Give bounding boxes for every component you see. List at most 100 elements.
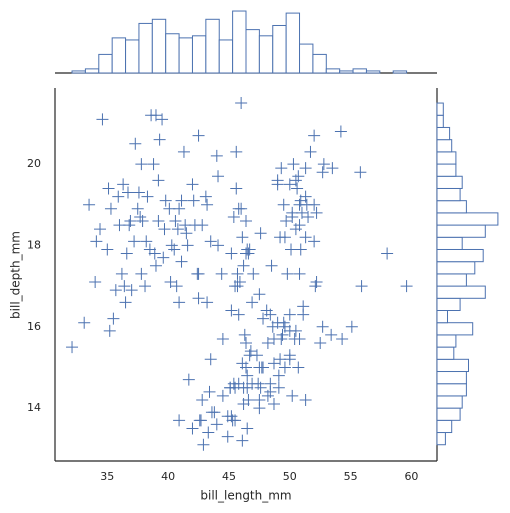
scatter-point xyxy=(230,182,243,195)
scatter-point xyxy=(275,162,288,175)
scatter-point xyxy=(236,231,249,244)
scatter-point xyxy=(112,190,125,203)
scatter-point xyxy=(221,430,234,443)
scatter-point xyxy=(277,198,290,211)
scatter-point xyxy=(355,280,368,293)
scatter-point xyxy=(124,215,137,228)
histogram-bar xyxy=(436,432,446,446)
scatter-point xyxy=(240,361,252,374)
scatter-point xyxy=(158,223,171,236)
scatter-point xyxy=(107,312,120,325)
scatter-point xyxy=(336,332,349,345)
scatter-point xyxy=(240,337,252,350)
scatter-point xyxy=(187,194,200,207)
histogram-bar xyxy=(436,248,484,263)
scatter-point xyxy=(96,113,109,126)
scatter-point xyxy=(153,133,166,146)
scatter-point xyxy=(304,145,317,158)
scatter-point xyxy=(120,247,133,260)
scatter-point xyxy=(283,308,296,321)
scatter-point xyxy=(197,438,210,451)
scatter-point xyxy=(293,198,306,211)
scatter-point xyxy=(334,125,347,138)
scatter-point xyxy=(246,296,259,309)
scatter-point xyxy=(194,414,207,427)
scatter-point xyxy=(141,190,154,203)
scatter-point xyxy=(254,227,267,240)
scatter-point xyxy=(237,398,250,411)
histogram-bar xyxy=(436,297,461,311)
scatter-point xyxy=(177,145,190,158)
scatter-point xyxy=(280,215,293,228)
scatter-point xyxy=(201,198,214,211)
histogram-bar xyxy=(365,70,381,74)
histogram-bar xyxy=(436,114,444,128)
scatter-point xyxy=(381,247,394,260)
scatter-point xyxy=(267,332,280,345)
scatter-point xyxy=(115,267,128,280)
scatter-point xyxy=(230,145,243,158)
scatter-point xyxy=(288,332,301,345)
scatter-point xyxy=(186,178,199,191)
scatter-point xyxy=(134,210,147,223)
y-tick-label: 16 xyxy=(27,320,41,333)
scatter-point xyxy=(104,202,117,215)
scatter-point xyxy=(293,267,306,280)
scatter-point xyxy=(253,361,266,374)
scatter-point xyxy=(135,158,148,171)
x-tick-label: 40 xyxy=(161,470,175,483)
x-tick-label: 55 xyxy=(344,470,358,483)
scatter-point xyxy=(241,422,254,435)
scatter-point xyxy=(192,129,205,142)
histogram-bar xyxy=(245,29,260,74)
scatter-point xyxy=(283,324,296,337)
histogram-bar xyxy=(436,419,453,434)
scatter-point xyxy=(299,162,312,175)
scatter-point xyxy=(261,337,274,350)
scatter-point xyxy=(125,284,138,297)
scatter-point xyxy=(286,210,299,223)
x-tick-label: 50 xyxy=(283,470,297,483)
scatter-point xyxy=(277,316,290,329)
histogram-bar xyxy=(436,200,467,214)
scatter-point xyxy=(119,296,132,309)
scatter-point xyxy=(175,194,188,207)
histogram-bar xyxy=(138,22,153,74)
scatter-point xyxy=(286,389,299,402)
histogram-bar xyxy=(178,37,193,74)
histogram-bar xyxy=(232,10,247,74)
scatter-point xyxy=(216,332,229,345)
scatter-point xyxy=(175,255,188,268)
histogram-bar xyxy=(191,35,207,74)
histogram-bar xyxy=(436,126,451,141)
scatter-point xyxy=(181,239,194,252)
scatter-point xyxy=(267,357,280,370)
scatter-point xyxy=(236,434,249,447)
scatter-point xyxy=(293,219,306,232)
scatter-point xyxy=(232,308,245,321)
histogram-bar xyxy=(436,151,457,165)
scatter-point xyxy=(227,210,240,223)
scatter-point xyxy=(140,235,153,248)
scatter-point xyxy=(283,178,296,191)
histogram-bar xyxy=(436,175,463,189)
scatter-point xyxy=(253,402,266,415)
scatter-point xyxy=(253,288,266,301)
scatter-point xyxy=(89,276,102,289)
scatter-point xyxy=(135,267,148,280)
histogram-bar xyxy=(71,70,86,74)
scatter-point xyxy=(325,328,338,341)
scatter-point xyxy=(121,186,134,199)
scatter-point xyxy=(260,304,273,317)
y-tick-label: 14 xyxy=(27,401,41,414)
scatter-point xyxy=(310,206,323,219)
scatter-point xyxy=(292,170,305,183)
scatter-point xyxy=(229,381,242,394)
scatter-point xyxy=(276,328,289,341)
scatter-point xyxy=(285,243,298,256)
scatter-point xyxy=(316,166,329,179)
scatter-point xyxy=(201,296,214,309)
scatter-point xyxy=(182,373,195,386)
scatter-point xyxy=(170,280,183,293)
